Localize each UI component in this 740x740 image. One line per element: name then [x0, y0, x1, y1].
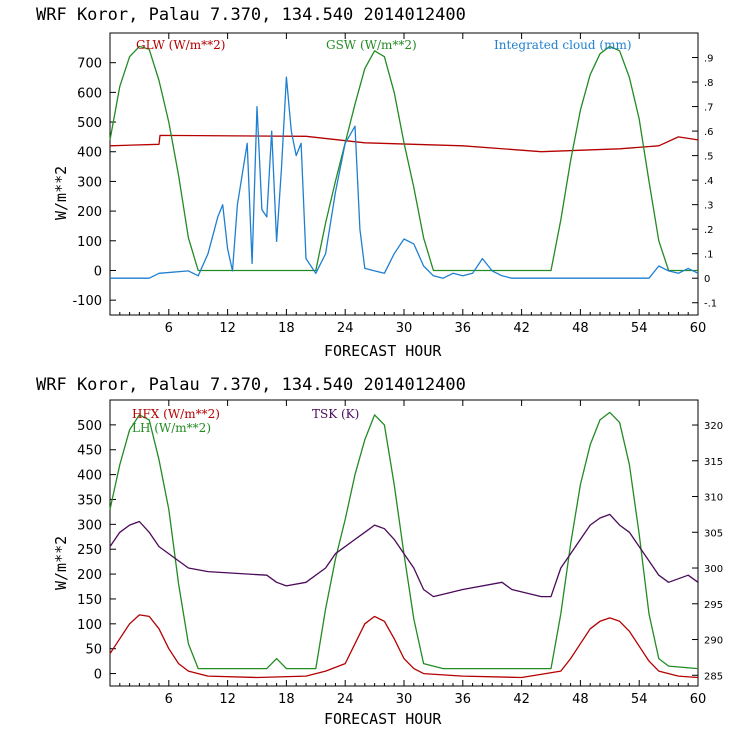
y-tick-label: 400 [77, 146, 102, 161]
y2-tick-label: 310 [704, 493, 723, 504]
legend-lh: LH (W/m**2) [132, 421, 211, 435]
legend-integrated-cloud: Integrated cloud (mm) [494, 38, 632, 52]
x-tick-label: 30 [396, 692, 413, 707]
legend-gsw: GSW (W/m**2) [326, 38, 417, 52]
y-tick-label: 300 [77, 518, 102, 533]
y2-tick-label: .7 [704, 103, 714, 114]
series-line-hfx [109, 614, 699, 679]
y-tick-label: 150 [77, 593, 102, 608]
series-line-lh [109, 411, 699, 670]
x-tick-label: 60 [690, 321, 707, 336]
x-tick-label: 30 [396, 321, 413, 336]
chart-1-ylabel: W/m**2 [52, 166, 70, 220]
y2-tick-label: .6 [704, 127, 714, 138]
y-tick-label: 600 [77, 86, 102, 101]
x-tick-label: 48 [572, 692, 589, 707]
y-tick-label: 500 [77, 419, 102, 434]
y2-tick-label: -.1 [704, 299, 717, 310]
y-tick-label: 500 [77, 116, 102, 131]
y-tick-label: 50 [85, 643, 102, 658]
y2-tick-label: 320 [704, 421, 723, 432]
y-tick-label: 200 [77, 568, 102, 583]
chart-1-title: WRF Koror, Palau 7.370, 134.540 20140124… [36, 5, 466, 25]
x-tick-label: 24 [337, 321, 354, 336]
y2-tick-label: 315 [704, 457, 723, 468]
y2-tick-label: .3 [704, 201, 714, 212]
y2-tick-label: 285 [704, 671, 723, 682]
chart-1-xlabel: FORECAST HOUR [324, 342, 442, 360]
y-tick-label: 200 [77, 205, 102, 220]
series-line-gsw [109, 45, 698, 272]
x-tick-label: 54 [631, 692, 648, 707]
y-tick-label: 0 [94, 668, 102, 683]
x-tick-label: 42 [513, 321, 530, 336]
y-tick-label: 100 [77, 618, 102, 633]
y2-tick-label: .5 [704, 152, 714, 163]
chart-2-ylabel: W/m**2 [52, 536, 70, 590]
x-tick-label: 12 [219, 692, 236, 707]
x-tick-label: 48 [572, 321, 589, 336]
series-line-tsk [109, 513, 699, 598]
y-tick-label: 250 [77, 543, 102, 558]
y-tick-label: 700 [77, 57, 102, 72]
y-tick-label: 100 [77, 235, 102, 250]
x-tick-label: 6 [165, 692, 173, 707]
x-tick-label: 18 [278, 692, 295, 707]
y2-tick-label: 290 [704, 636, 723, 647]
chart-2-title: WRF Koror, Palau 7.370, 134.540 20140124… [36, 375, 466, 395]
x-tick-label: 36 [455, 692, 472, 707]
chart-2-xlabel: FORECAST HOUR [324, 710, 442, 728]
y2-tick-label: 295 [704, 600, 723, 611]
y2-tick-label: .1 [704, 250, 714, 261]
x-tick-label: 12 [219, 321, 236, 336]
y-tick-label: 350 [77, 493, 102, 508]
x-tick-label: 54 [631, 321, 648, 336]
y-tick-label: 450 [77, 444, 102, 459]
y-tick-label: 400 [77, 469, 102, 484]
series-line-integrated [110, 76, 699, 279]
chart-radiation-cloud: WRF Koror, Palau 7.370, 134.540 20140124… [36, 5, 717, 360]
x-tick-label: 6 [165, 321, 173, 336]
x-tick-label: 42 [513, 692, 530, 707]
x-tick-label: 24 [337, 692, 354, 707]
x-tick-label: 60 [690, 692, 707, 707]
chart-2-axes: 6 12 18 24 30 36 42 48 54 60 0 50 100 150 200 250 300 350… [77, 399, 723, 707]
chart-1-frame [109, 32, 699, 316]
y2-tick-label: .4 [704, 176, 714, 187]
chart-1-axes: 6 12 18 24 30 36 42 48 54 60 -100 0 100 200 300 400 500 6… [72, 32, 717, 336]
y-tick-label: 0 [94, 264, 102, 279]
x-tick-label: 36 [455, 321, 472, 336]
y2-tick-label: 0 [704, 274, 710, 285]
y2-tick-label: 300 [704, 564, 723, 575]
chart-heat-flux-skin-temp: WRF Koror, Palau 7.370, 134.540 20140124… [36, 375, 723, 728]
legend-glw: GLW (W/m**2) [136, 38, 225, 52]
y2-tick-label: .8 [704, 78, 714, 89]
legend-hfx: HFX (W/m**2) [132, 407, 220, 421]
y-tick-label: 300 [77, 175, 102, 190]
series-line-glw [109, 134, 699, 153]
y2-tick-label: 305 [704, 528, 723, 539]
x-tick-label: 18 [278, 321, 295, 336]
y2-tick-label: .9 [704, 54, 714, 65]
chart-2-frame [109, 399, 699, 687]
y2-tick-label: .2 [704, 225, 714, 236]
legend-tsk: TSK (K) [312, 407, 359, 421]
y-tick-label: -100 [72, 294, 102, 309]
